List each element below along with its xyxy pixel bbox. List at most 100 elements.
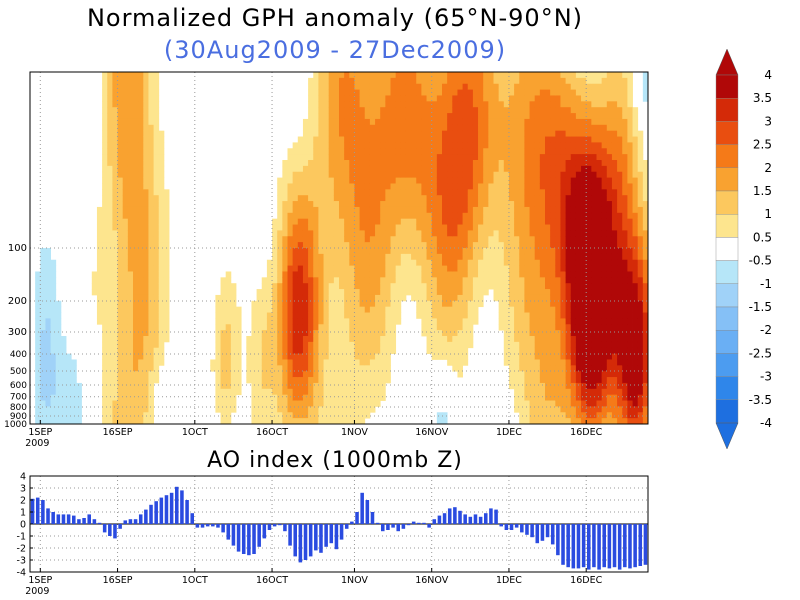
- heatmap-cell: [611, 377, 618, 384]
- heatmap-cell: [514, 206, 520, 214]
- heatmap-cell: [297, 418, 304, 424]
- heatmap-cell: [478, 83, 484, 90]
- heatmap-cell: [313, 253, 319, 261]
- heatmap-cell: [277, 324, 283, 331]
- heatmap-cell: [133, 136, 139, 143]
- heatmap-cell: [560, 224, 566, 231]
- heatmap-cell: [617, 259, 623, 266]
- heatmap-cell: [632, 418, 639, 424]
- heatmap-cell: [591, 312, 597, 319]
- heatmap-cell: [462, 242, 469, 249]
- heatmap-cell: [390, 259, 397, 266]
- heatmap-cell: [45, 388, 51, 396]
- heatmap-cell: [148, 382, 154, 390]
- heatmap-cell: [519, 271, 525, 278]
- heatmap-cell: [606, 118, 613, 126]
- heatmap-cell: [333, 136, 340, 143]
- heatmap-cell: [581, 312, 587, 319]
- heatmap-cell: [627, 353, 633, 360]
- heatmap-cell: [596, 72, 603, 79]
- heatmap-cell: [375, 72, 381, 79]
- heatmap-cell: [570, 283, 577, 290]
- heatmap-cell: [426, 318, 433, 325]
- heatmap-cell: [282, 265, 288, 272]
- heatmap-cell: [498, 160, 505, 167]
- heatmap-cell: [436, 289, 443, 296]
- heatmap-cell: [380, 83, 386, 90]
- heatmap-cell: [344, 400, 350, 407]
- heatmap-cell: [292, 165, 299, 173]
- heatmap-cell: [318, 124, 324, 132]
- heatmap-cell: [297, 341, 304, 349]
- heatmap-cell: [261, 400, 268, 407]
- heatmap-cell: [328, 318, 335, 325]
- heatmap-cell: [581, 259, 587, 266]
- heatmap-cell: [272, 341, 278, 349]
- heatmap-cell: [524, 171, 530, 178]
- heatmap-cell: [122, 118, 129, 126]
- heatmap-cell: [411, 118, 417, 126]
- heatmap-cell: [416, 83, 422, 90]
- heatmap-cell: [622, 72, 628, 79]
- heatmap-cell: [642, 236, 648, 243]
- heatmap-cell: [488, 130, 494, 137]
- heatmap-cell: [467, 318, 474, 325]
- heatmap-cell: [323, 394, 330, 401]
- heatmap-cell: [575, 218, 582, 225]
- heatmap-cell: [467, 336, 474, 343]
- heatmap-cell: [359, 412, 366, 419]
- heatmap-cell: [560, 201, 566, 208]
- heatmap-cell: [462, 312, 469, 319]
- heatmap-cell: [400, 89, 407, 96]
- heatmap-cell: [344, 118, 350, 126]
- heatmap-cell: [539, 394, 546, 401]
- heatmap-cell: [529, 271, 536, 278]
- heatmap-cell: [622, 394, 628, 401]
- heatmap-cell: [369, 406, 376, 413]
- heatmap-cell: [514, 394, 520, 401]
- heatmap-cell: [282, 306, 288, 313]
- heatmap-cell: [457, 365, 463, 372]
- heatmap-cell: [277, 330, 283, 337]
- heatmap-cell: [313, 165, 319, 173]
- heatmap-cell: [575, 289, 582, 296]
- heatmap-cell: [436, 218, 443, 225]
- heatmap-cell: [545, 206, 551, 214]
- heatmap-cell: [251, 347, 257, 354]
- heatmap-cell: [107, 418, 113, 424]
- heatmap-cell: [390, 336, 397, 343]
- heatmap-cell: [117, 248, 124, 255]
- heatmap-cell: [308, 107, 314, 114]
- heatmap-cell: [436, 271, 443, 278]
- heatmap-cell: [339, 189, 345, 196]
- heatmap-cell: [601, 406, 608, 413]
- heatmap-cell: [570, 148, 577, 155]
- heatmap-cell: [560, 300, 566, 308]
- heatmap-cell: [163, 306, 170, 313]
- heatmap-cell: [545, 300, 551, 308]
- heatmap-cell: [447, 271, 453, 278]
- heatmap-cell: [452, 165, 458, 173]
- heatmap-cell: [308, 347, 314, 354]
- heatmap-cell: [555, 95, 561, 102]
- heatmap-cell: [421, 253, 427, 261]
- heatmap-cell: [277, 377, 283, 384]
- heatmap-cell: [302, 400, 309, 407]
- heatmap-cell: [452, 230, 458, 237]
- heatmap-cell: [565, 183, 572, 190]
- heatmap-cell: [565, 148, 572, 155]
- heatmap-cell: [313, 347, 319, 354]
- heatmap-cell: [421, 83, 427, 90]
- heatmap-cell: [112, 330, 118, 337]
- heatmap-cell: [550, 388, 556, 396]
- heatmap-cell: [122, 400, 129, 407]
- heatmap-cell: [282, 277, 288, 284]
- heatmap-cell: [586, 283, 592, 290]
- heatmap-cell: [524, 124, 530, 132]
- heatmap-cell: [637, 183, 644, 190]
- heatmap-cell: [565, 83, 572, 90]
- heatmap-cell: [462, 330, 469, 337]
- heatmap-cell: [447, 230, 453, 237]
- heatmap-cell: [107, 289, 113, 296]
- heatmap-cell: [447, 72, 453, 79]
